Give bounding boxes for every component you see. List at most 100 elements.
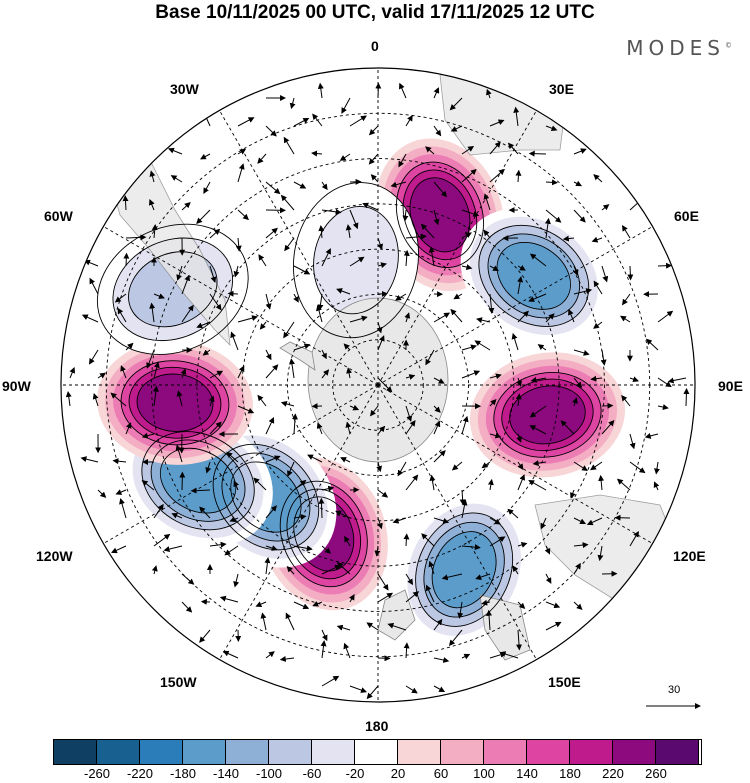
wind-vector [181, 202, 191, 211]
anomaly-fill-3 [432, 531, 497, 608]
wind-vector [667, 377, 687, 384]
anomaly-fill-2 [509, 385, 586, 444]
wind-vector [237, 315, 258, 323]
wind-vector [461, 344, 477, 351]
lon-label-150w: 150W [160, 674, 197, 690]
wind-vector [392, 517, 407, 524]
wind-vector [451, 461, 463, 471]
wind-vector [405, 420, 416, 435]
wind-vector [209, 421, 222, 435]
wind-vector [265, 293, 272, 310]
colorbar-tick-label: 180 [559, 766, 581, 781]
map-title: Base 10/11/2025 00 UTC, valid 17/11/2025… [155, 2, 595, 23]
wind-vector [516, 377, 522, 387]
wind-vector [398, 153, 407, 168]
wind-vector [181, 304, 194, 323]
wind-vector [515, 169, 522, 183]
wind-vector [115, 489, 127, 495]
wind-vector [390, 181, 407, 188]
wind-vector [593, 321, 603, 329]
wind-vector [461, 168, 477, 183]
wind-vector [529, 405, 547, 418]
wind-vector [335, 510, 351, 519]
meridian-120 [377, 384, 653, 544]
colorbar-tick-label: -100 [255, 766, 283, 781]
lon-label-30e: 30E [549, 81, 574, 97]
anomaly-contour-1 [496, 241, 571, 310]
wind-vector [199, 629, 211, 643]
wind-vector [112, 458, 127, 465]
wind-vector [511, 332, 519, 351]
wind-vector [289, 97, 296, 110]
wind-vector [516, 433, 522, 443]
wind-vector [202, 349, 211, 356]
colorbar-swatch-1 [97, 740, 140, 764]
wind-vector [153, 533, 171, 547]
wind-vector [425, 349, 435, 366]
wind-vector [573, 377, 583, 389]
wind-vector [321, 629, 328, 642]
wind-vector [265, 545, 278, 551]
wind-vector [318, 497, 325, 519]
wind-vector [433, 420, 441, 435]
wind-vector [264, 557, 271, 575]
wind-vector [237, 117, 255, 127]
wind-vector [280, 400, 295, 407]
wind-vector [570, 489, 576, 499]
lon-label-60w: 60W [44, 208, 73, 224]
wind-vector [343, 343, 351, 351]
wind-vector [433, 618, 443, 631]
wind-vector [621, 394, 631, 407]
wind-vector [265, 125, 277, 137]
wind-vector [233, 265, 240, 278]
colorbar-swatch-5 [269, 740, 312, 764]
colorbar-swatch-4 [226, 740, 269, 764]
wind-vector [349, 685, 367, 693]
colorbar-swatch-14 [656, 740, 699, 764]
wind-vector [517, 542, 528, 548]
wind-vector [433, 377, 445, 384]
lat-circle-4 [151, 158, 605, 612]
wind-vector [237, 405, 255, 414]
wind-vector [146, 349, 155, 369]
wind-vector [512, 565, 519, 575]
wind-vector [545, 601, 561, 609]
wind-vector [81, 314, 99, 323]
wind-vector [110, 392, 127, 407]
wind-vector [489, 536, 506, 547]
wind-vector [403, 249, 410, 267]
modes-logo: MODES© [626, 36, 732, 60]
wind-vector [433, 450, 446, 463]
wind-vector [257, 394, 267, 407]
wind-vector [544, 545, 551, 555]
wind-vector [657, 310, 674, 323]
wind-vector [645, 338, 659, 351]
colorbar-tick-label: 100 [473, 766, 495, 781]
wind-vector [321, 181, 328, 191]
wind-vector [171, 512, 183, 519]
wind-vector [428, 246, 435, 267]
wind-vector [257, 153, 267, 164]
wind-vector [489, 168, 505, 183]
wind-vector [537, 344, 547, 351]
wind-vector [349, 209, 359, 230]
wind-vector [114, 293, 127, 303]
wind-vector [573, 601, 583, 610]
wind-vector [199, 506, 211, 519]
wind-vector [374, 545, 381, 557]
lon-label-60e: 60E [674, 208, 699, 224]
wind-vector [89, 277, 99, 295]
colorbar-tick-label: 140 [516, 766, 538, 781]
wind-vector [141, 432, 155, 439]
wind-vector [255, 601, 267, 607]
wind-vector [461, 370, 481, 379]
wind-vector [209, 265, 217, 283]
wind-vector [545, 573, 552, 584]
wind-vector [125, 342, 134, 351]
wind-vector [340, 457, 351, 463]
wind-vector [489, 141, 501, 155]
wind-vector [289, 358, 295, 379]
meridian-240 [103, 384, 379, 544]
wind-vector [489, 517, 501, 525]
